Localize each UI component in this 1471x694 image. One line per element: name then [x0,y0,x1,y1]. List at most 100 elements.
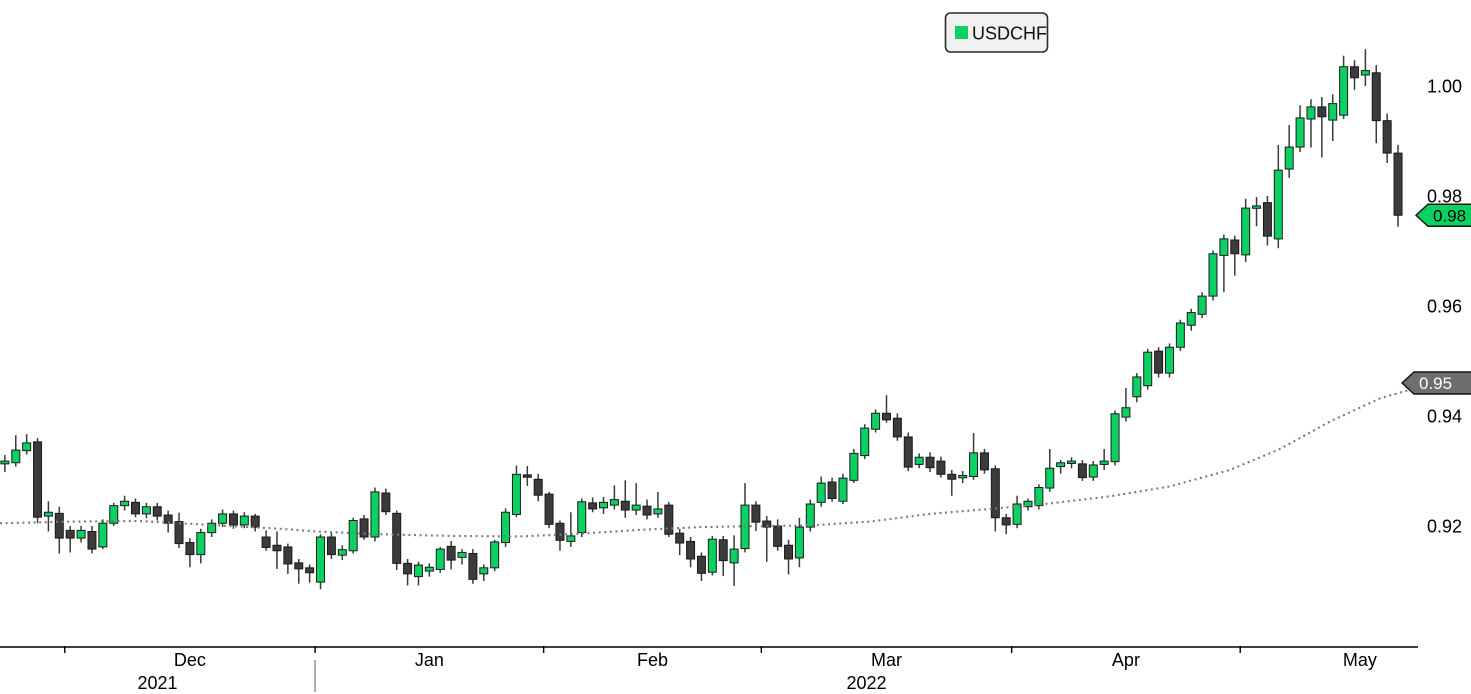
candle [98,519,108,550]
price-tick-label: 0.94 [1427,407,1462,427]
candle [109,502,119,526]
candle [544,491,554,529]
candle [174,512,184,548]
candle [1219,234,1229,293]
moving-average-line [0,386,1419,538]
candle [501,508,511,547]
candle [457,549,467,565]
month-label: May [1343,650,1377,670]
candle [1382,113,1392,163]
ma-value-badge: 0.95 [1400,371,1471,395]
price-tick-label: 0.92 [1427,517,1462,537]
legend-series-label: USDCHF [972,24,1047,44]
candle [511,465,521,518]
candle [1371,65,1381,144]
candle [468,549,478,584]
candle [43,501,53,532]
last-price-badge: 0.98 [1414,203,1471,227]
candle [141,502,151,519]
month-label: Jan [415,650,444,670]
candle [326,532,336,559]
candle [577,498,587,537]
candle [1045,449,1055,492]
candle [22,434,32,455]
candle [1350,60,1359,90]
candle [1360,49,1370,86]
candle [707,535,717,576]
candle [11,435,21,467]
candle [1317,97,1327,158]
candle [1001,513,1011,535]
candle [0,455,10,473]
candle [1143,348,1153,390]
candle [424,563,434,577]
candle [1339,55,1349,119]
candles-layer [0,49,1403,590]
candle [620,480,630,518]
candle [762,516,772,562]
candle [1284,125,1294,178]
candle [272,531,282,569]
month-label: Feb [637,650,668,670]
candle [609,485,619,510]
candle [533,473,543,502]
candle [990,465,1000,532]
last-price-badge-value: 0.98 [1433,206,1466,225]
candle [664,501,674,537]
price-tick-label: 0.98 [1427,187,1462,207]
candle [838,473,848,504]
candle [316,534,326,590]
candle [228,510,238,529]
candle [1164,343,1174,378]
candle [435,546,445,573]
candle [925,452,935,473]
candle [1110,410,1120,466]
candle [969,433,979,480]
candle [718,535,728,577]
month-label: Mar [871,650,902,670]
candle [881,395,891,423]
candle [958,471,968,484]
plot-area[interactable] [0,49,1419,590]
candle [87,526,97,554]
candle [207,519,217,537]
candle [446,540,456,570]
candle [479,564,489,581]
candle [152,502,162,521]
candle [816,476,826,507]
candle [827,477,837,502]
ma-value-badge-value: 0.95 [1419,374,1452,393]
candle [1273,144,1283,249]
candle [1121,387,1131,422]
candle [696,552,706,581]
series-marker-icon [955,26,968,39]
candle [729,535,739,586]
candle [773,519,783,551]
candle [1099,449,1109,470]
candle [392,510,402,570]
candle [1186,308,1196,331]
year-label: 2022 [847,673,887,693]
candle [250,513,260,532]
candle [631,483,641,515]
year-label: 2021 [138,673,178,693]
candle [871,409,881,433]
candle [1197,292,1207,319]
legend[interactable]: USDCHF [944,12,1049,53]
candle [370,487,380,542]
candle [283,543,293,574]
candle [784,539,794,575]
candle [522,466,532,486]
candle [1241,198,1251,262]
x-axis: Dec Jan Feb Mar Apr May 2021 2022 [0,646,1418,693]
candle [1077,460,1087,481]
candle [305,564,315,583]
candle [54,506,64,554]
candle [403,559,413,586]
candle [239,512,249,529]
candle [1262,196,1272,246]
candle [642,499,652,520]
